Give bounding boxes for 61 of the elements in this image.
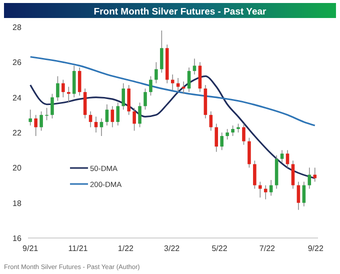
candlestick <box>286 150 290 168</box>
candlestick <box>296 181 300 210</box>
candlestick <box>122 82 126 110</box>
candlestick <box>198 62 202 92</box>
candlestick <box>264 184 268 200</box>
candlestick <box>187 67 191 92</box>
candlestick <box>110 106 114 128</box>
x-tick-label: 9/22 <box>308 244 324 253</box>
chart-title: Front Month Silver Futures - Past Year <box>94 6 267 18</box>
x-tick-label: 5/22 <box>212 244 228 253</box>
candlestick <box>291 160 295 190</box>
candlestick <box>67 86 70 104</box>
candlestick <box>88 111 92 128</box>
candlestick <box>132 107 136 132</box>
candlestick <box>127 84 130 116</box>
candlestick <box>138 102 142 128</box>
line-series <box>30 56 316 126</box>
candlestick <box>220 132 224 150</box>
candlestick <box>308 167 312 190</box>
candlestick <box>144 88 147 110</box>
candlestick <box>269 180 273 196</box>
candlestick <box>176 78 180 92</box>
candlestick <box>62 79 65 98</box>
x-tick-label: 9/21 <box>22 244 39 253</box>
candlestick <box>253 160 256 190</box>
candlestick <box>28 109 32 126</box>
y-tick-label: 18 <box>12 198 22 208</box>
candlestick <box>280 150 284 163</box>
candlestick <box>302 181 306 207</box>
candlestick <box>231 125 234 136</box>
candlestick <box>40 111 43 132</box>
candlestick <box>170 74 174 91</box>
line-series <box>30 75 316 180</box>
x-tick-label: 7/22 <box>259 244 276 253</box>
candlestick <box>214 123 218 152</box>
y-tick-label: 24 <box>12 93 22 102</box>
candlestick <box>56 76 60 102</box>
candlestick <box>78 67 82 96</box>
candlestick <box>154 62 158 84</box>
candlestick <box>160 30 164 74</box>
y-tick-label: 22 <box>12 128 22 138</box>
candlestick <box>50 93 54 119</box>
candlestick <box>105 104 109 126</box>
candlestick <box>313 167 317 182</box>
candlestick <box>258 181 262 198</box>
candlestick <box>149 76 152 96</box>
candlestick <box>192 58 196 75</box>
candlestick <box>226 128 229 140</box>
y-tick-label: 16 <box>12 234 22 243</box>
candlestick <box>116 102 120 126</box>
candlestick <box>83 88 87 119</box>
y-tick-label: 26 <box>12 58 22 68</box>
x-tick-label: 11/21 <box>68 244 88 253</box>
x-tick-label: 3/22 <box>164 244 180 253</box>
candlestick <box>242 123 246 146</box>
y-tick-label: 20 <box>12 164 22 173</box>
y-tick-label: 28 <box>12 23 22 32</box>
x-tick-label: 1/22 <box>118 244 134 253</box>
candlestick <box>248 137 251 168</box>
candlestick <box>34 114 38 136</box>
candlestick <box>72 65 76 98</box>
